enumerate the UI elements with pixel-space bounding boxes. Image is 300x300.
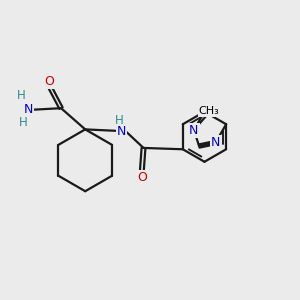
Text: N: N — [189, 124, 199, 136]
Text: H: H — [17, 89, 26, 102]
Text: O: O — [44, 75, 54, 88]
Text: O: O — [137, 172, 147, 184]
Text: N: N — [117, 125, 126, 138]
Text: CH₃: CH₃ — [199, 106, 220, 116]
Text: H: H — [18, 116, 27, 128]
Text: H: H — [115, 114, 124, 127]
Text: N: N — [211, 136, 220, 149]
Text: N: N — [24, 103, 33, 116]
